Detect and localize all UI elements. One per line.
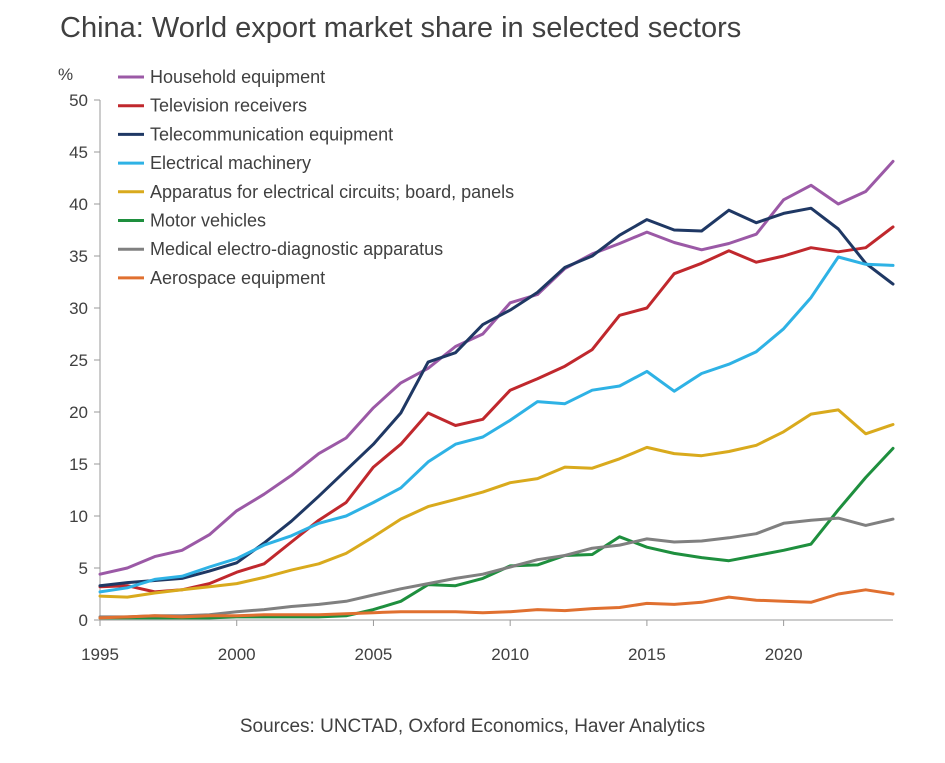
legend-label: Household equipment bbox=[150, 67, 325, 87]
x-tick-label: 2010 bbox=[491, 645, 529, 664]
y-tick-label: 0 bbox=[79, 611, 88, 630]
legend-label: Motor vehicles bbox=[150, 211, 266, 231]
y-tick-label: 30 bbox=[69, 299, 88, 318]
y-tick-label: 40 bbox=[69, 195, 88, 214]
x-tick-label: 2015 bbox=[628, 645, 666, 664]
x-tick-label: 2020 bbox=[765, 645, 803, 664]
x-tick-label: 2000 bbox=[218, 645, 256, 664]
x-tick-label: 2005 bbox=[355, 645, 393, 664]
series-line-7 bbox=[98, 516, 895, 619]
legend-label: Telecommunication equipment bbox=[150, 124, 393, 144]
chart-title: China: World export market share in sele… bbox=[60, 12, 742, 44]
legend-label: Apparatus for electrical circuits; board… bbox=[150, 182, 514, 202]
source-note: Sources: UNCTAD, Oxford Economics, Haver… bbox=[239, 716, 706, 737]
y-tick-label: 45 bbox=[69, 143, 88, 162]
legend-label: Television receivers bbox=[150, 96, 307, 116]
series-line-5 bbox=[98, 408, 895, 599]
y-tick-label: 10 bbox=[69, 507, 88, 526]
legend-label: Medical electro-diagnostic apparatus bbox=[150, 239, 443, 259]
legend-label: Electrical machinery bbox=[150, 153, 311, 173]
y-tick-label: 20 bbox=[69, 403, 88, 422]
y-tick-label: 50 bbox=[69, 91, 88, 110]
x-tick-label: 1995 bbox=[81, 645, 119, 664]
series-line-8 bbox=[98, 588, 895, 620]
y-tick-label: 25 bbox=[69, 351, 88, 370]
y-tick-label: 15 bbox=[69, 455, 88, 474]
series-line-6 bbox=[98, 446, 895, 620]
series-line-4 bbox=[98, 255, 895, 594]
series-line-3 bbox=[98, 206, 895, 588]
y-tick-label: 35 bbox=[69, 247, 88, 266]
y-axis-unit-label: % bbox=[58, 65, 73, 84]
series-line-2 bbox=[98, 225, 895, 594]
legend-label: Aerospace equipment bbox=[150, 268, 325, 288]
y-tick-label: 5 bbox=[79, 559, 88, 578]
